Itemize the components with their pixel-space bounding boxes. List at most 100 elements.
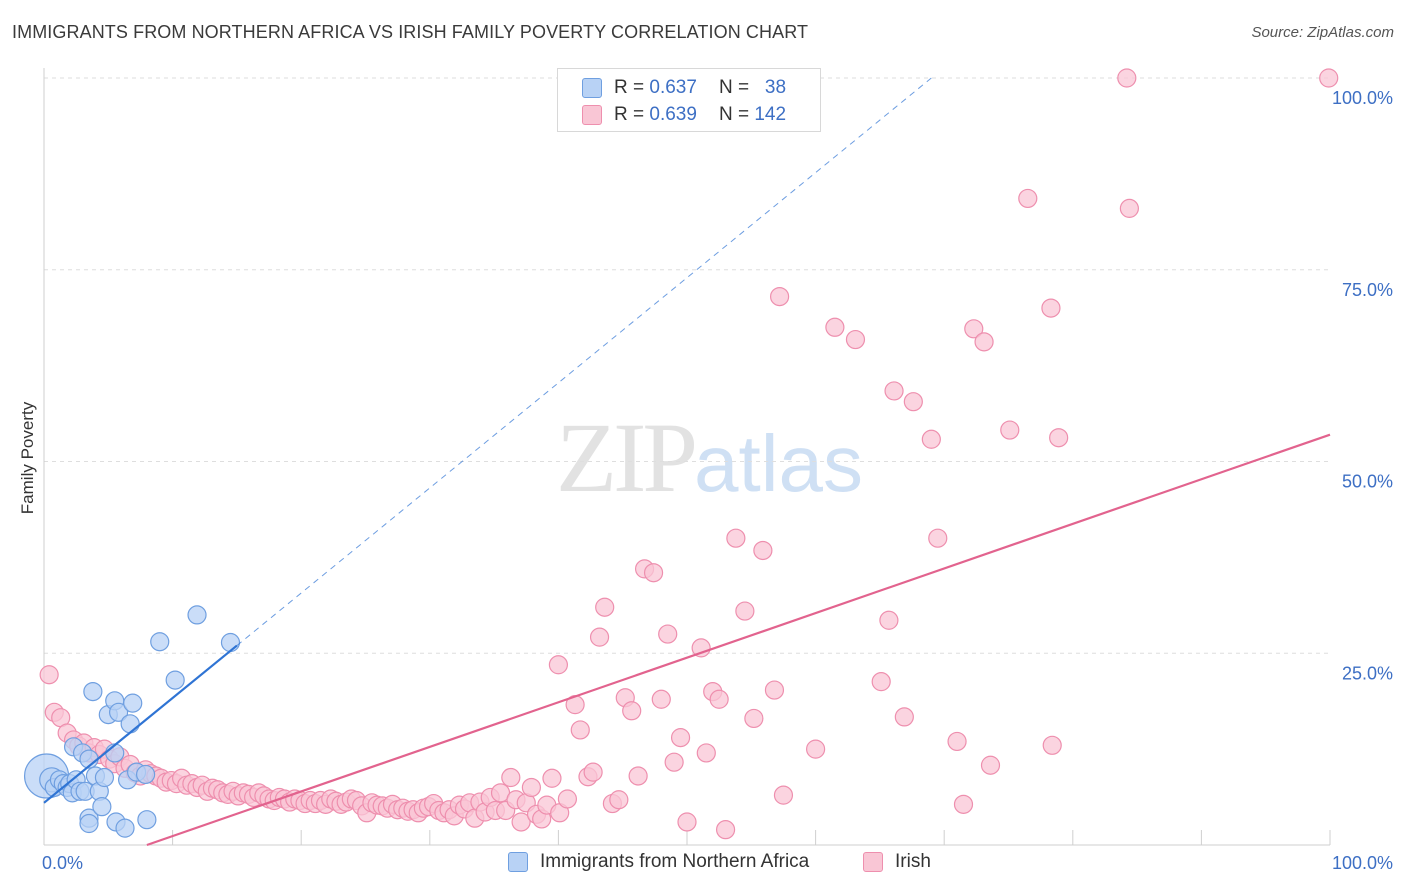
irish-point [884,381,904,401]
irish-point [651,689,671,709]
irish-trend-line [146,433,1331,847]
northern-africa-point [108,702,129,722]
irish-point [1000,420,1020,440]
irish-point [622,701,642,721]
irish-point [845,329,866,350]
irish-point [557,789,578,809]
irish-point [628,766,648,786]
irish-point [825,317,845,337]
irish-point [953,794,974,814]
northern-africa-point [220,632,241,653]
irish-point [521,777,541,798]
irish-point [964,319,984,339]
northern-africa-point [79,813,99,834]
legend-row-irish: R = 0.639 N = 142 [582,103,786,127]
irish-point [39,665,59,685]
irish-point [542,768,562,788]
irish-point [709,689,729,709]
source-label: Source: ZipAtlas.com [1251,24,1394,41]
legend-r-label: R = [614,104,645,125]
irish-point [903,392,923,412]
northern-africa-point [187,605,207,625]
legend-item-irish[interactable]: Irish [863,851,931,873]
legend-r-value: 0.637 [649,77,697,98]
northern-africa-trend-line [43,644,238,804]
northern-africa-point [123,693,143,713]
y-tick-label: 100.0% [1332,88,1393,108]
irish-point [871,672,891,692]
irish-point [583,762,603,782]
northern-africa-point [83,681,103,702]
irish-point [1117,68,1137,88]
correlation-legend: R = 0.637 N = 38 R = 0.639 N = 142 [557,68,821,132]
series-legend: Immigrants from Northern Africa Irish [0,851,1406,877]
legend-item-northern-africa[interactable]: Immigrants from Northern Africa [508,851,809,873]
irish-point [1319,68,1339,88]
watermark-zip: ZIP [556,402,698,513]
irish-point [595,597,615,617]
northern-africa-point [105,743,125,763]
legend-r-label: R = [614,77,645,98]
irish-point [670,728,691,748]
northern-africa-point [94,767,115,788]
y-tick-label: 50.0% [1342,472,1393,492]
irish-point [1041,298,1061,318]
x-tick-label: 100.0% [1332,853,1393,873]
northern-africa-point [92,797,112,817]
irish-point [501,767,521,788]
irish-point [1049,428,1069,448]
irish-point [753,540,773,561]
x-tick-label: 0.0% [42,853,83,873]
legend-label-irish: Irish [895,851,931,872]
irish-point [589,627,610,647]
northern-africa-point [135,764,156,785]
y-tick-label: 25.0% [1342,663,1393,683]
irish-point [570,720,590,740]
legend-row-northern-africa: R = 0.637 N = 38 [582,76,786,100]
irish-point [609,790,629,810]
legend-swatch-blue [582,78,602,98]
irish-point [677,812,697,832]
legend-r-value: 0.639 [649,104,697,125]
irish-point [921,429,941,449]
legend-swatch-blue [508,852,528,872]
irish-point [715,820,736,840]
irish-point [928,528,948,548]
watermark: ZIPatlas [556,400,863,515]
northern-africa-point [120,714,140,734]
legend-swatch-pink [863,852,883,872]
irish-point [643,563,664,583]
irish-point [769,286,790,307]
irish-point [658,624,678,644]
irish-point [735,601,755,621]
irish-point [947,731,967,752]
y-tick-label: 75.0% [1342,280,1393,300]
legend-n-label: N = [718,104,750,125]
legend-label-northern-africa: Immigrants from Northern Africa [540,851,810,872]
irish-point [691,638,711,658]
irish-point [744,708,764,729]
legend-swatch-pink [582,105,602,125]
irish-point [1018,188,1038,209]
northern-africa-point [137,810,157,830]
legend-n-value: 38 [764,77,787,98]
irish-point [805,739,826,759]
irish-point [696,743,716,763]
irish-point [726,528,746,548]
irish-point [980,755,1001,775]
irish-point [974,332,994,352]
irish-point [764,680,785,700]
chart-title: IMMIGRANTS FROM NORTHERN AFRICA VS IRISH… [12,22,809,42]
irish-point [511,812,531,832]
irish-point [1119,198,1139,218]
northern-africa-point [115,818,135,838]
northern-africa-point [150,632,170,652]
irish-point [1042,735,1062,755]
irish-point [664,752,684,772]
irish-point [773,785,794,805]
trend-line-extension [236,77,932,646]
watermark-atlas: atlas [694,419,863,508]
irish-point [879,610,899,630]
legend-n-value: 142 [754,104,787,125]
